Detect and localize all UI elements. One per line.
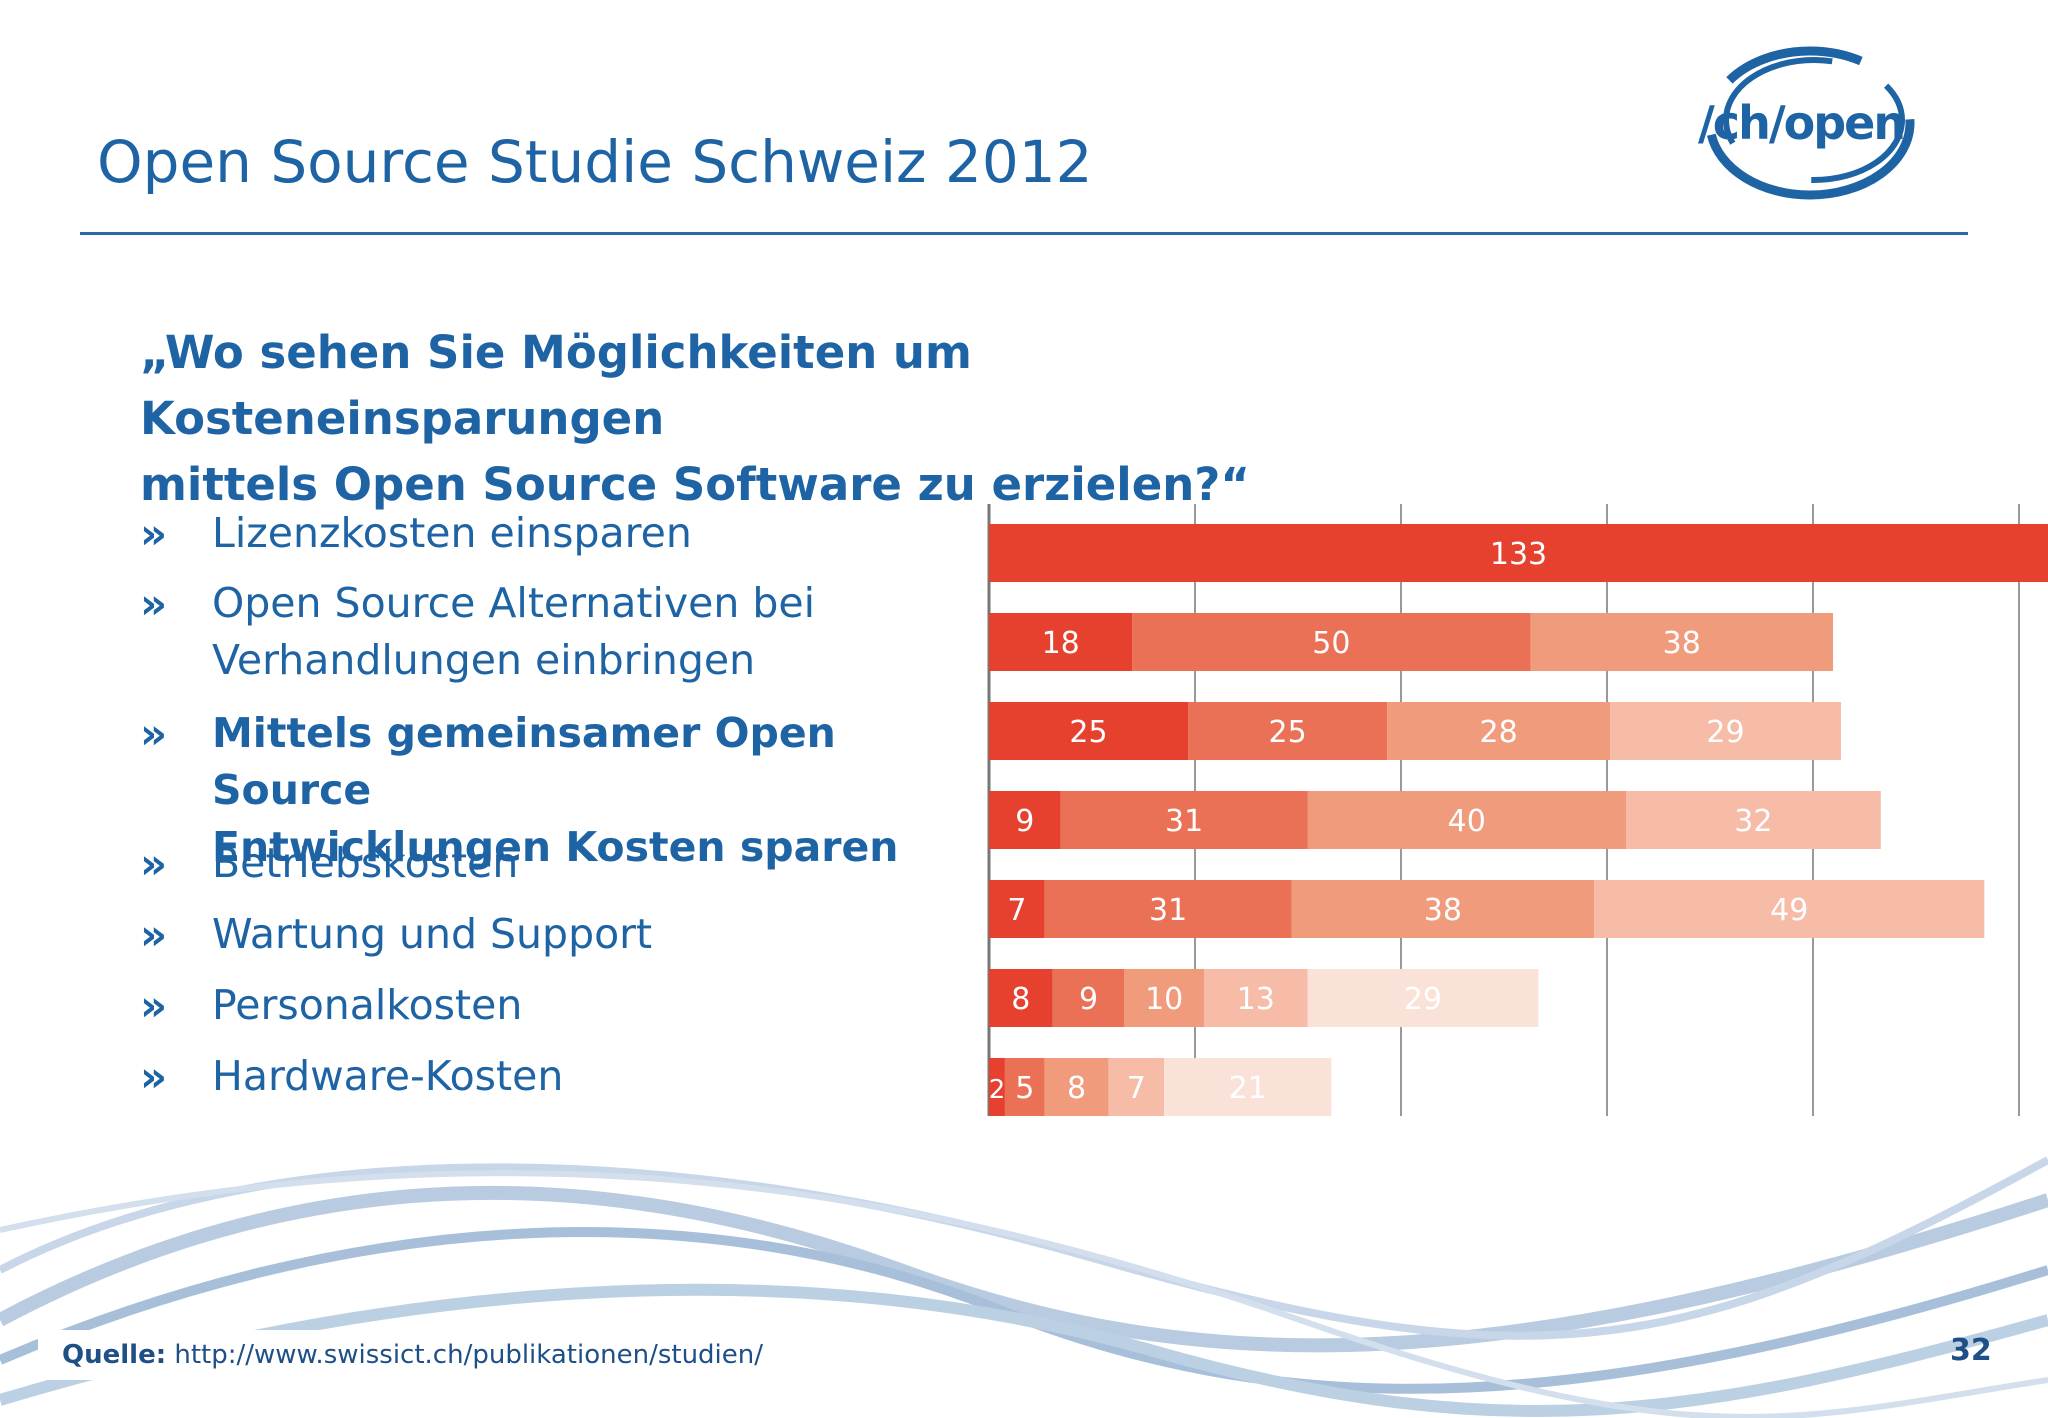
bar-segment: [1188, 702, 1388, 760]
bar-segment: [1203, 969, 1308, 1027]
bar-segment: [1004, 1058, 1045, 1116]
data-label: 29: [1706, 715, 1744, 750]
source-citation: Quelle: http://www.swissict.ch/publikati…: [38, 1330, 788, 1380]
list-item: » Open Source Alternativen bei Verhandlu…: [140, 575, 960, 705]
source-label: Quelle:: [62, 1340, 167, 1370]
list-item: » Personalkosten: [140, 977, 960, 1048]
data-label: 9: [1079, 982, 1098, 1017]
data-label: 29: [1404, 982, 1442, 1017]
data-label: 5: [1015, 1071, 1034, 1106]
list-item-label: Personalkosten: [212, 981, 523, 1029]
page-number: 32: [1950, 1333, 1992, 1368]
data-label: 25: [1069, 715, 1107, 750]
bar-segment: [1164, 1058, 1332, 1116]
bar-segment: [1610, 702, 1841, 760]
page-title: Open Source Studie Schweiz 2012: [97, 128, 1093, 196]
header-divider: [80, 232, 1968, 235]
data-label: 8: [1011, 982, 1030, 1017]
data-label: 31: [1165, 804, 1203, 839]
list-item-label: Wartung und Support: [212, 910, 653, 958]
list-item-label: Hardware-Kosten: [212, 1052, 564, 1100]
bar-segment: [989, 702, 1189, 760]
logo-swoosh-icon: [1705, 46, 1915, 200]
bar-segment: [1060, 791, 1308, 849]
bar-segment: [1052, 969, 1125, 1027]
bar-segment: [989, 791, 1061, 849]
bar-segment: [1530, 613, 1834, 671]
data-label: 38: [1424, 893, 1462, 928]
bar-segment: [989, 1058, 1005, 1116]
data-label: 133: [1490, 537, 1547, 572]
bar-segment: [1044, 880, 1292, 938]
list-item-label: Lizenzkosten einsparen: [212, 509, 692, 557]
list-item-label: Betriebskosten: [212, 839, 519, 887]
chevron-right-icon: »: [140, 839, 168, 888]
bar-segment: [1108, 1058, 1165, 1116]
bar-segment: [989, 969, 1053, 1027]
question-line: „Wo sehen Sie Möglichkeiten um Kostenein…: [140, 326, 972, 445]
list-item-label: Entwicklungen Kosten sparen: [212, 823, 899, 871]
ch-open-logo: /ch/open: [1690, 38, 1930, 208]
chevron-right-icon: »: [140, 579, 168, 628]
data-label: 49: [1770, 893, 1808, 928]
bar-segment: [989, 880, 1045, 938]
data-label: 31: [1149, 893, 1187, 928]
data-label: 50: [1312, 626, 1350, 661]
bar-segment: [1307, 969, 1539, 1027]
bar-segment: [1625, 791, 1881, 849]
data-label: 40: [1448, 804, 1486, 839]
data-label: 32: [1734, 804, 1772, 839]
data-label: 13: [1237, 982, 1275, 1017]
data-label: 7: [1007, 893, 1026, 928]
list-item: » Hardware-Kosten: [140, 1048, 960, 1119]
chevron-right-icon: »: [140, 709, 168, 758]
list-item: » Betriebskosten: [140, 835, 960, 906]
bar-segment: [1594, 880, 1985, 938]
bar-segment: [1291, 880, 1595, 938]
question-line: mittels Open Source Software zu erzielen…: [140, 458, 1250, 511]
list-item-label: Verhandlungen einbringen: [212, 636, 756, 684]
chevron-right-icon: »: [140, 1052, 168, 1101]
list-item-label: Mittels gemeinsamer Open Source: [212, 709, 836, 814]
bar-segment: [989, 524, 2048, 582]
list-item: » Lizenzkosten einsparen: [140, 505, 960, 575]
data-label: 28: [1480, 715, 1518, 750]
data-label: 9: [1015, 804, 1034, 839]
data-label: 38: [1663, 626, 1701, 661]
bar-segment: [1132, 613, 1531, 671]
list-item: » Mittels gemeinsamer Open Source Entwic…: [140, 705, 960, 871]
bar-segment: [1124, 969, 1204, 1027]
question-heading: „Wo sehen Sie Möglichkeiten um Kostenein…: [140, 320, 1440, 518]
data-label: 8: [1067, 1071, 1086, 1106]
chevron-right-icon: »: [140, 981, 168, 1030]
data-label: 25: [1268, 715, 1306, 750]
list-item-label: Open Source Alternativen bei: [212, 579, 815, 627]
logo-text: /ch/open: [1698, 96, 1906, 150]
bar-segment: [1044, 1058, 1109, 1116]
source-url[interactable]: http://www.swissict.ch/publikationen/stu…: [174, 1340, 764, 1370]
bar-segment: [989, 613, 1133, 671]
data-label: 21: [1229, 1071, 1267, 1106]
bullet-list: » Lizenzkosten einsparen » Open Source A…: [140, 505, 960, 1119]
data-label: 7: [1127, 1071, 1146, 1106]
data-label: 10: [1145, 982, 1183, 1017]
list-item: » Wartung und Support: [140, 906, 960, 977]
chevron-right-icon: »: [140, 509, 168, 558]
chevron-right-icon: »: [140, 910, 168, 959]
decorative-waves: [0, 1156, 2048, 1418]
bar-segment: [1387, 702, 1611, 760]
bar-segment: [1307, 791, 1626, 849]
data-label: 18: [1042, 626, 1080, 661]
data-label: 2: [989, 1075, 1006, 1105]
